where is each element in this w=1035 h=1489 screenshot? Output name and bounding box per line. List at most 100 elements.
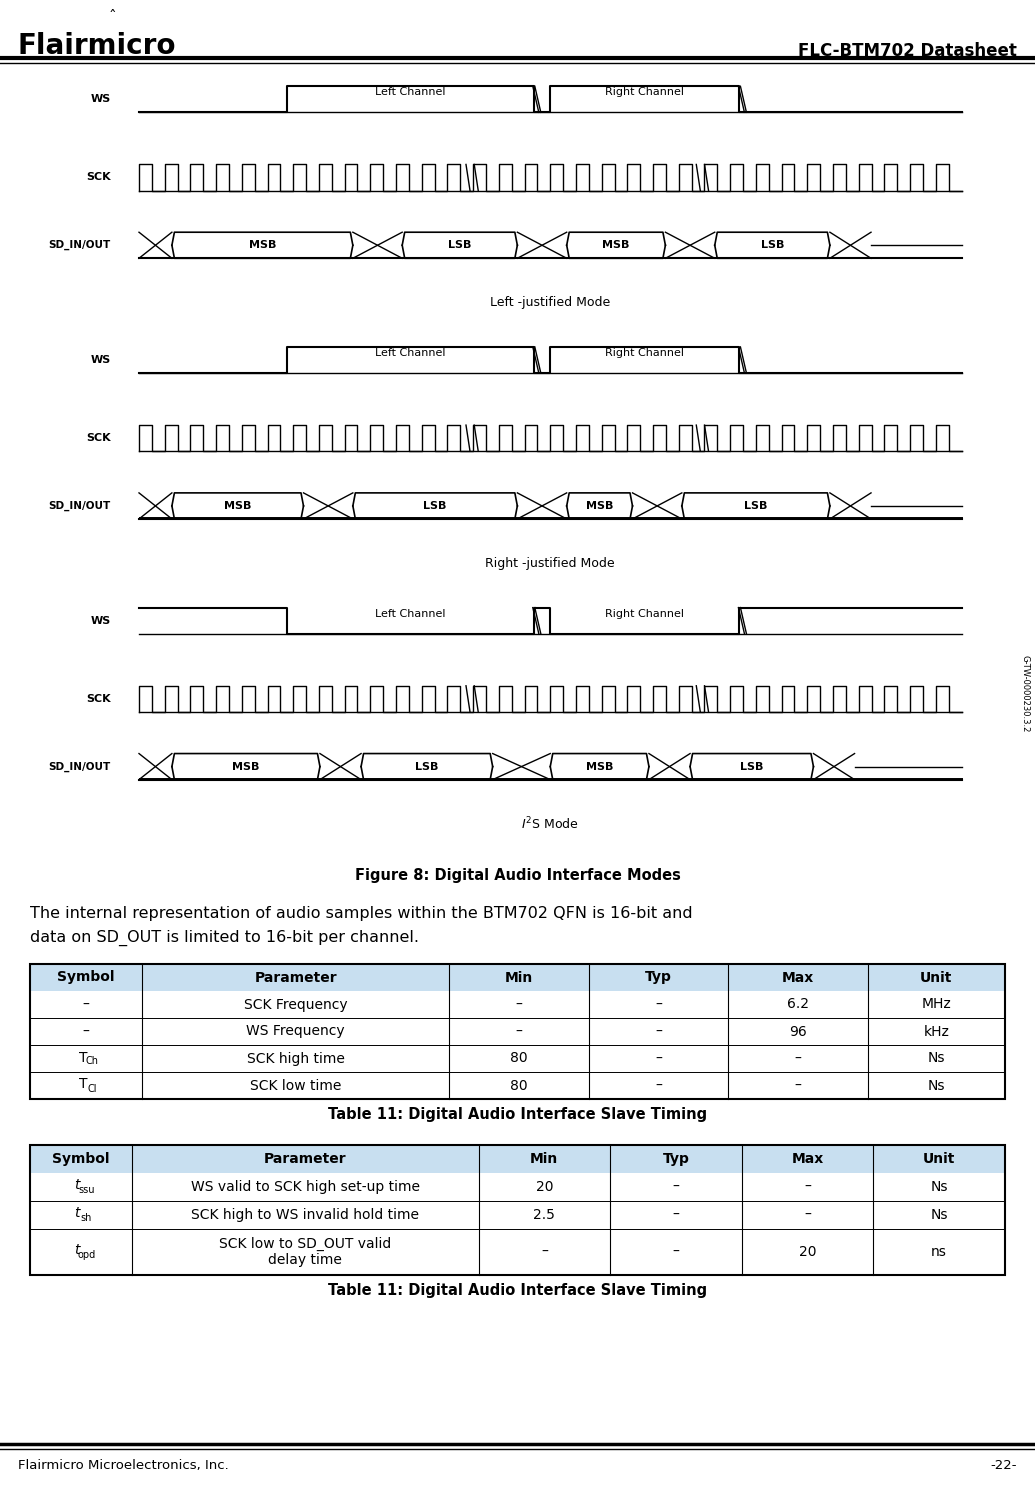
- Text: SD_IN/OUT: SD_IN/OUT: [49, 240, 111, 250]
- Text: –: –: [673, 1179, 679, 1194]
- Text: –: –: [804, 1179, 811, 1194]
- Text: Min: Min: [530, 1152, 559, 1166]
- Text: –: –: [655, 1078, 661, 1093]
- Text: SCK low to SD_OUT valid: SCK low to SD_OUT valid: [219, 1237, 391, 1251]
- Text: kHz: kHz: [923, 1024, 949, 1038]
- Text: SCK high time: SCK high time: [246, 1051, 345, 1066]
- Text: MSB: MSB: [248, 240, 276, 250]
- Text: WS valid to SCK high set-up time: WS valid to SCK high set-up time: [190, 1179, 420, 1194]
- Text: MSB: MSB: [224, 500, 252, 511]
- Text: 6.2: 6.2: [787, 998, 808, 1011]
- Text: MSB: MSB: [586, 761, 614, 771]
- Text: WS Frequency: WS Frequency: [246, 1024, 345, 1038]
- Text: Ns: Ns: [927, 1078, 945, 1093]
- Text: Typ: Typ: [645, 971, 672, 984]
- Text: SCK: SCK: [86, 433, 111, 444]
- Bar: [30, 963, 1005, 1099]
- Text: Ns: Ns: [927, 1051, 945, 1066]
- Text: SD_IN/OUT: SD_IN/OUT: [49, 761, 111, 771]
- Bar: [30, 992, 1005, 1018]
- Text: Left Channel: Left Channel: [375, 88, 446, 97]
- Text: t: t: [75, 1206, 80, 1219]
- Text: Typ: Typ: [662, 1152, 689, 1166]
- Text: Max: Max: [781, 971, 814, 984]
- Text: MSB: MSB: [586, 500, 614, 511]
- Bar: [30, 1202, 1005, 1228]
- Text: Parameter: Parameter: [264, 1152, 347, 1166]
- Text: 2.5: 2.5: [533, 1208, 555, 1222]
- Text: T: T: [79, 1078, 87, 1091]
- Bar: [30, 1145, 1005, 1275]
- Text: WS: WS: [90, 354, 111, 365]
- Text: –: –: [673, 1245, 679, 1260]
- Text: FLC-BTM702 Datasheet: FLC-BTM702 Datasheet: [798, 42, 1017, 60]
- Bar: [30, 1145, 1005, 1173]
- Text: SCK high to WS invalid hold time: SCK high to WS invalid hold time: [191, 1208, 419, 1222]
- Text: G-TW-0000230.3.2: G-TW-0000230.3.2: [1021, 655, 1030, 733]
- Text: opd: opd: [77, 1249, 95, 1260]
- Text: t: t: [75, 1243, 80, 1257]
- Text: –: –: [83, 998, 89, 1011]
- Text: Symbol: Symbol: [57, 971, 115, 984]
- Bar: [30, 1173, 1005, 1202]
- Text: SD_IN/OUT: SD_IN/OUT: [49, 500, 111, 511]
- Text: Table 11: Digital Audio Interface Slave Timing: Table 11: Digital Audio Interface Slave …: [328, 1284, 707, 1298]
- Text: Unit: Unit: [923, 1152, 955, 1166]
- Text: –: –: [655, 998, 661, 1011]
- Text: data on SD_OUT is limited to 16-bit per channel.: data on SD_OUT is limited to 16-bit per …: [30, 931, 419, 946]
- Bar: [30, 1072, 1005, 1099]
- Text: Unit: Unit: [920, 971, 952, 984]
- Text: –: –: [515, 1024, 523, 1038]
- Text: 96: 96: [789, 1024, 806, 1038]
- Text: MSB: MSB: [602, 240, 629, 250]
- Text: MSB: MSB: [232, 761, 260, 771]
- Text: ns: ns: [932, 1245, 947, 1260]
- Text: MHz: MHz: [921, 998, 951, 1011]
- Text: Left Channel: Left Channel: [375, 348, 446, 357]
- Text: Left Channel: Left Channel: [375, 609, 446, 618]
- Text: 20: 20: [799, 1245, 817, 1260]
- Text: –: –: [83, 1024, 89, 1038]
- Text: 80: 80: [510, 1051, 528, 1066]
- Text: Right Channel: Right Channel: [605, 609, 684, 618]
- Text: ssu: ssu: [78, 1185, 94, 1196]
- Text: Symbol: Symbol: [53, 1152, 110, 1166]
- Text: Ns: Ns: [930, 1208, 948, 1222]
- Text: delay time: delay time: [268, 1254, 343, 1267]
- Text: Ch: Ch: [86, 1057, 98, 1066]
- Text: SCK Frequency: SCK Frequency: [244, 998, 348, 1011]
- Text: T: T: [79, 1051, 87, 1065]
- Text: t: t: [75, 1178, 80, 1193]
- Text: Right Channel: Right Channel: [605, 88, 684, 97]
- Text: sh: sh: [81, 1214, 92, 1222]
- Text: Flairmicro Microelectronics, Inc.: Flairmicro Microelectronics, Inc.: [18, 1459, 229, 1473]
- Bar: [30, 1228, 1005, 1275]
- Text: –: –: [673, 1208, 679, 1222]
- Bar: [30, 1018, 1005, 1045]
- Text: –: –: [541, 1245, 548, 1260]
- Text: $I^2$S Mode: $I^2$S Mode: [522, 816, 580, 832]
- Text: LSB: LSB: [423, 500, 447, 511]
- Text: Right -justified Mode: Right -justified Mode: [485, 557, 615, 570]
- Text: Min: Min: [505, 971, 533, 984]
- Text: LSB: LSB: [761, 240, 785, 250]
- Text: –: –: [795, 1051, 801, 1066]
- Text: Flairmicro: Flairmicro: [18, 31, 177, 60]
- Text: Ns: Ns: [930, 1179, 948, 1194]
- Text: Figure 8: Digital Audio Interface Modes: Figure 8: Digital Audio Interface Modes: [355, 868, 680, 883]
- Text: SCK: SCK: [86, 694, 111, 704]
- Text: WS: WS: [90, 615, 111, 625]
- Text: Parameter: Parameter: [255, 971, 337, 984]
- Text: –: –: [795, 1078, 801, 1093]
- Text: –: –: [515, 998, 523, 1011]
- Text: SCK low time: SCK low time: [250, 1078, 342, 1093]
- Text: The internal representation of audio samples within the BTM702 QFN is 16-bit and: The internal representation of audio sam…: [30, 905, 692, 922]
- Text: Max: Max: [792, 1152, 824, 1166]
- Text: LSB: LSB: [740, 761, 764, 771]
- Bar: [30, 963, 1005, 992]
- Text: Table 11: Digital Audio Interface Slave Timing: Table 11: Digital Audio Interface Slave …: [328, 1106, 707, 1123]
- Text: –: –: [804, 1208, 811, 1222]
- Text: Left -justified Mode: Left -justified Mode: [491, 296, 611, 310]
- Text: 20: 20: [535, 1179, 553, 1194]
- Text: 80: 80: [510, 1078, 528, 1093]
